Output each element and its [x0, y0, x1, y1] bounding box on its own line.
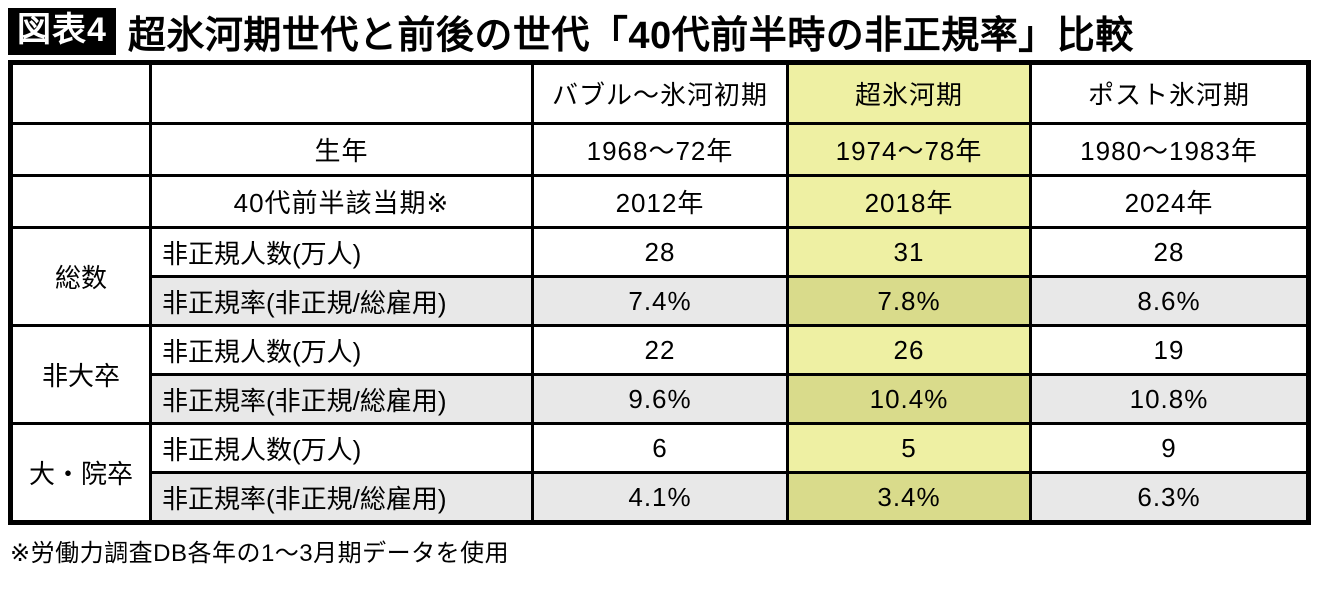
- cell-period-super: 2018年: [786, 174, 1032, 229]
- table-row-total-count: 総数 非正規人数(万人) 28 31 28: [9, 226, 1310, 327]
- group-label-nongrad: 非大卒: [9, 324, 152, 425]
- cell-total-rate-super: 7.8%: [786, 275, 1032, 327]
- row-label-nonregular-rate: 非正規率(非正規/総雇用): [149, 471, 534, 524]
- cell-total-count-super: 31: [786, 226, 1032, 278]
- group-label-total: 総数: [9, 226, 152, 327]
- cell-total-count-bubble: 28: [531, 226, 789, 278]
- col-header-bubble-early-ice: バブル～氷河初期: [531, 61, 789, 125]
- row-label-nonregular-count: 非正規人数(万人): [149, 422, 534, 474]
- table-row-nongrad-rate: 非正規率(非正規/総雇用) 9.6% 10.4% 10.8%: [11, 373, 1310, 425]
- cell-nongrad-rate-bubble: 9.6%: [531, 373, 789, 425]
- table-row-total-rate: 非正規率(非正規/総雇用) 7.4% 7.8% 8.6%: [11, 275, 1310, 327]
- cell-grad-rate-post: 6.3%: [1029, 471, 1310, 524]
- comparison-table: バブル～氷河初期 超氷河期 ポスト氷河期 生年 1968～72年 1974～78…: [8, 60, 1311, 525]
- cell-total-count-post: 28: [1029, 226, 1310, 278]
- cell-total-rate-post: 8.6%: [1029, 275, 1310, 327]
- empty-cell: [9, 174, 152, 229]
- cell-nongrad-rate-super: 10.4%: [786, 373, 1032, 425]
- page-title: 超氷河期世代と前後の世代「40代前半時の非正規率」比較: [127, 14, 1134, 57]
- table-row-period: 40代前半該当期※ 2012年 2018年 2024年: [9, 174, 1310, 229]
- row-label-nonregular-count: 非正規人数(万人): [149, 226, 534, 278]
- corner-cell: [149, 61, 534, 125]
- cell-birth-year-bubble: 1968～72年: [531, 122, 789, 177]
- table-row-birth-year: 生年 1968～72年 1974～78年 1980～1983年: [9, 122, 1310, 177]
- group-label-grad: 大・院卒: [9, 422, 152, 524]
- table-header-row: バブル～氷河初期 超氷河期 ポスト氷河期: [9, 61, 1310, 125]
- figure-badge: 図表4: [8, 7, 116, 55]
- table-row-grad-rate: 非正規率(非正規/総雇用) 4.1% 3.4% 6.3%: [11, 471, 1310, 524]
- cell-total-rate-bubble: 7.4%: [531, 275, 789, 327]
- cell-period-bubble: 2012年: [531, 174, 789, 229]
- cell-grad-rate-super: 3.4%: [786, 471, 1032, 524]
- cell-period-post: 2024年: [1029, 174, 1310, 229]
- cell-grad-count-post: 9: [1029, 422, 1310, 474]
- empty-cell: [9, 122, 152, 177]
- row-label-nonregular-rate: 非正規率(非正規/総雇用): [149, 373, 534, 425]
- cell-nongrad-count-bubble: 22: [531, 324, 789, 376]
- cell-nongrad-count-post: 19: [1029, 324, 1310, 376]
- col-header-post-ice-age: ポスト氷河期: [1029, 61, 1310, 125]
- cell-nongrad-rate-post: 10.8%: [1029, 373, 1310, 425]
- col-header-super-ice-age: 超氷河期: [786, 61, 1032, 125]
- footnote: ※労働力調査DB各年の1～3月期データを使用: [10, 540, 510, 567]
- row-label-period: 40代前半該当期※: [149, 174, 534, 229]
- cell-grad-count-super: 5: [786, 422, 1032, 474]
- table-row-grad-count: 大・院卒 非正規人数(万人) 6 5 9: [9, 422, 1310, 524]
- cell-birth-year-super: 1974～78年: [786, 122, 1032, 177]
- cell-grad-rate-bubble: 4.1%: [531, 471, 789, 524]
- table-row-nongrad-count: 非大卒 非正規人数(万人) 22 26 19: [9, 324, 1310, 425]
- cell-birth-year-post: 1980～1983年: [1029, 122, 1310, 177]
- row-label-birth-year: 生年: [149, 122, 534, 177]
- cell-nongrad-count-super: 26: [786, 324, 1032, 376]
- row-label-nonregular-count: 非正規人数(万人): [149, 324, 534, 376]
- corner-cell: [9, 61, 152, 125]
- cell-grad-count-bubble: 6: [531, 422, 789, 474]
- figure-header: 図表4 超氷河期世代と前後の世代「40代前半時の非正規率」比較: [0, 0, 1340, 60]
- row-label-nonregular-rate: 非正規率(非正規/総雇用): [149, 275, 534, 327]
